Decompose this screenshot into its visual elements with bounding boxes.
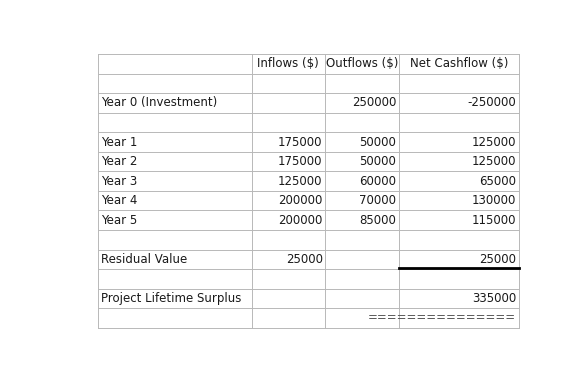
Text: Year 4: Year 4 — [101, 194, 138, 207]
Text: Year 0 (Investment): Year 0 (Investment) — [101, 96, 217, 110]
Text: 130000: 130000 — [472, 194, 516, 207]
Text: 85000: 85000 — [359, 214, 397, 227]
Text: Inflows ($): Inflows ($) — [258, 57, 319, 70]
Text: -250000: -250000 — [468, 96, 516, 110]
Text: 335000: 335000 — [472, 292, 516, 305]
Text: Year 5: Year 5 — [101, 214, 137, 227]
Text: Net Cashflow ($): Net Cashflow ($) — [409, 57, 508, 70]
Text: 200000: 200000 — [279, 194, 323, 207]
Text: 125000: 125000 — [472, 155, 516, 168]
Text: Year 2: Year 2 — [101, 155, 138, 168]
Text: 125000: 125000 — [278, 175, 323, 187]
Text: 200000: 200000 — [279, 214, 323, 227]
Text: 175000: 175000 — [278, 155, 323, 168]
Text: 50000: 50000 — [359, 136, 397, 149]
Text: 250000: 250000 — [352, 96, 397, 110]
Text: 175000: 175000 — [278, 136, 323, 149]
Text: 70000: 70000 — [359, 194, 397, 207]
Text: Outflows ($): Outflows ($) — [326, 57, 398, 70]
Text: 50000: 50000 — [359, 155, 397, 168]
Text: Year 3: Year 3 — [101, 175, 137, 187]
Text: 60000: 60000 — [359, 175, 397, 187]
Text: Year 1: Year 1 — [101, 136, 138, 149]
Text: 125000: 125000 — [472, 136, 516, 149]
Text: 25000: 25000 — [286, 253, 323, 266]
Text: Project Lifetime Surplus: Project Lifetime Surplus — [101, 292, 242, 305]
Text: ===============: =============== — [368, 311, 516, 324]
Text: 25000: 25000 — [479, 253, 516, 266]
Text: 115000: 115000 — [472, 214, 516, 227]
Text: Residual Value: Residual Value — [101, 253, 187, 266]
Text: 65000: 65000 — [479, 175, 516, 187]
